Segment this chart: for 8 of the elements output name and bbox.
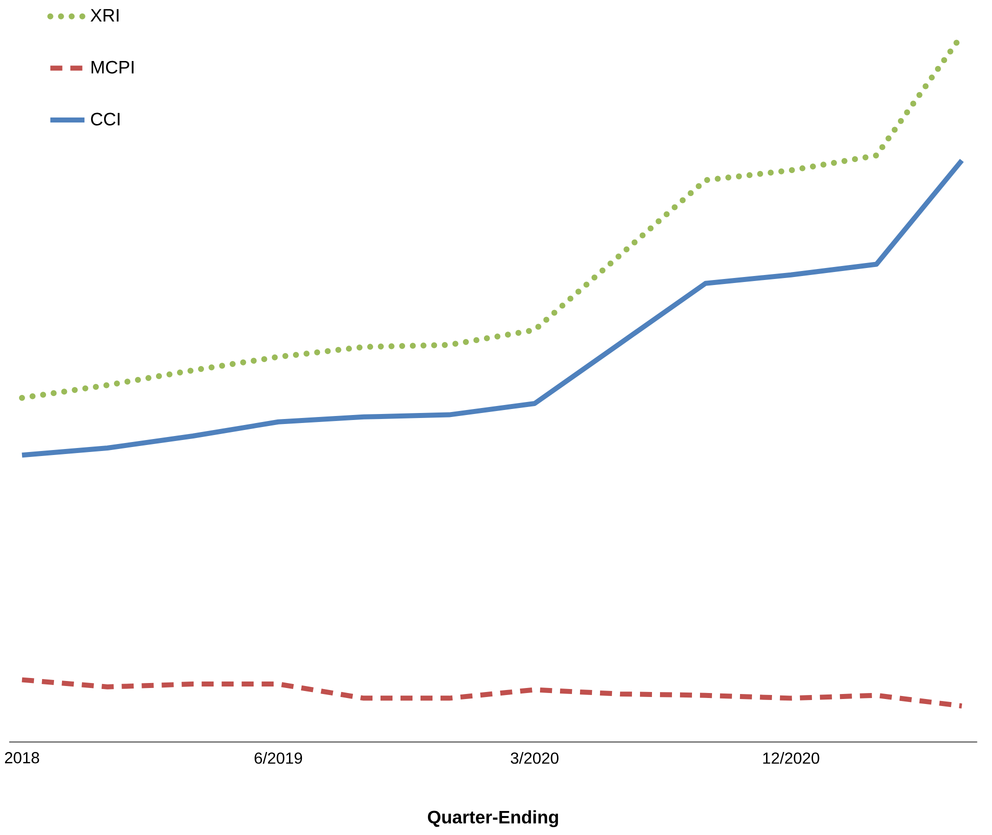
legend-label: CCI xyxy=(91,112,120,126)
legend-label: XRI xyxy=(90,9,118,22)
x-axis-title: Quarter-Ending xyxy=(428,810,558,828)
x-tick-label: 12/2020 xyxy=(763,752,820,764)
x-tick-label: 2018 xyxy=(5,752,40,764)
x-tick-label: 3/2020 xyxy=(510,752,558,764)
legend-label: MCPI xyxy=(92,60,134,74)
x-tick-label: 6/2019 xyxy=(254,752,302,764)
